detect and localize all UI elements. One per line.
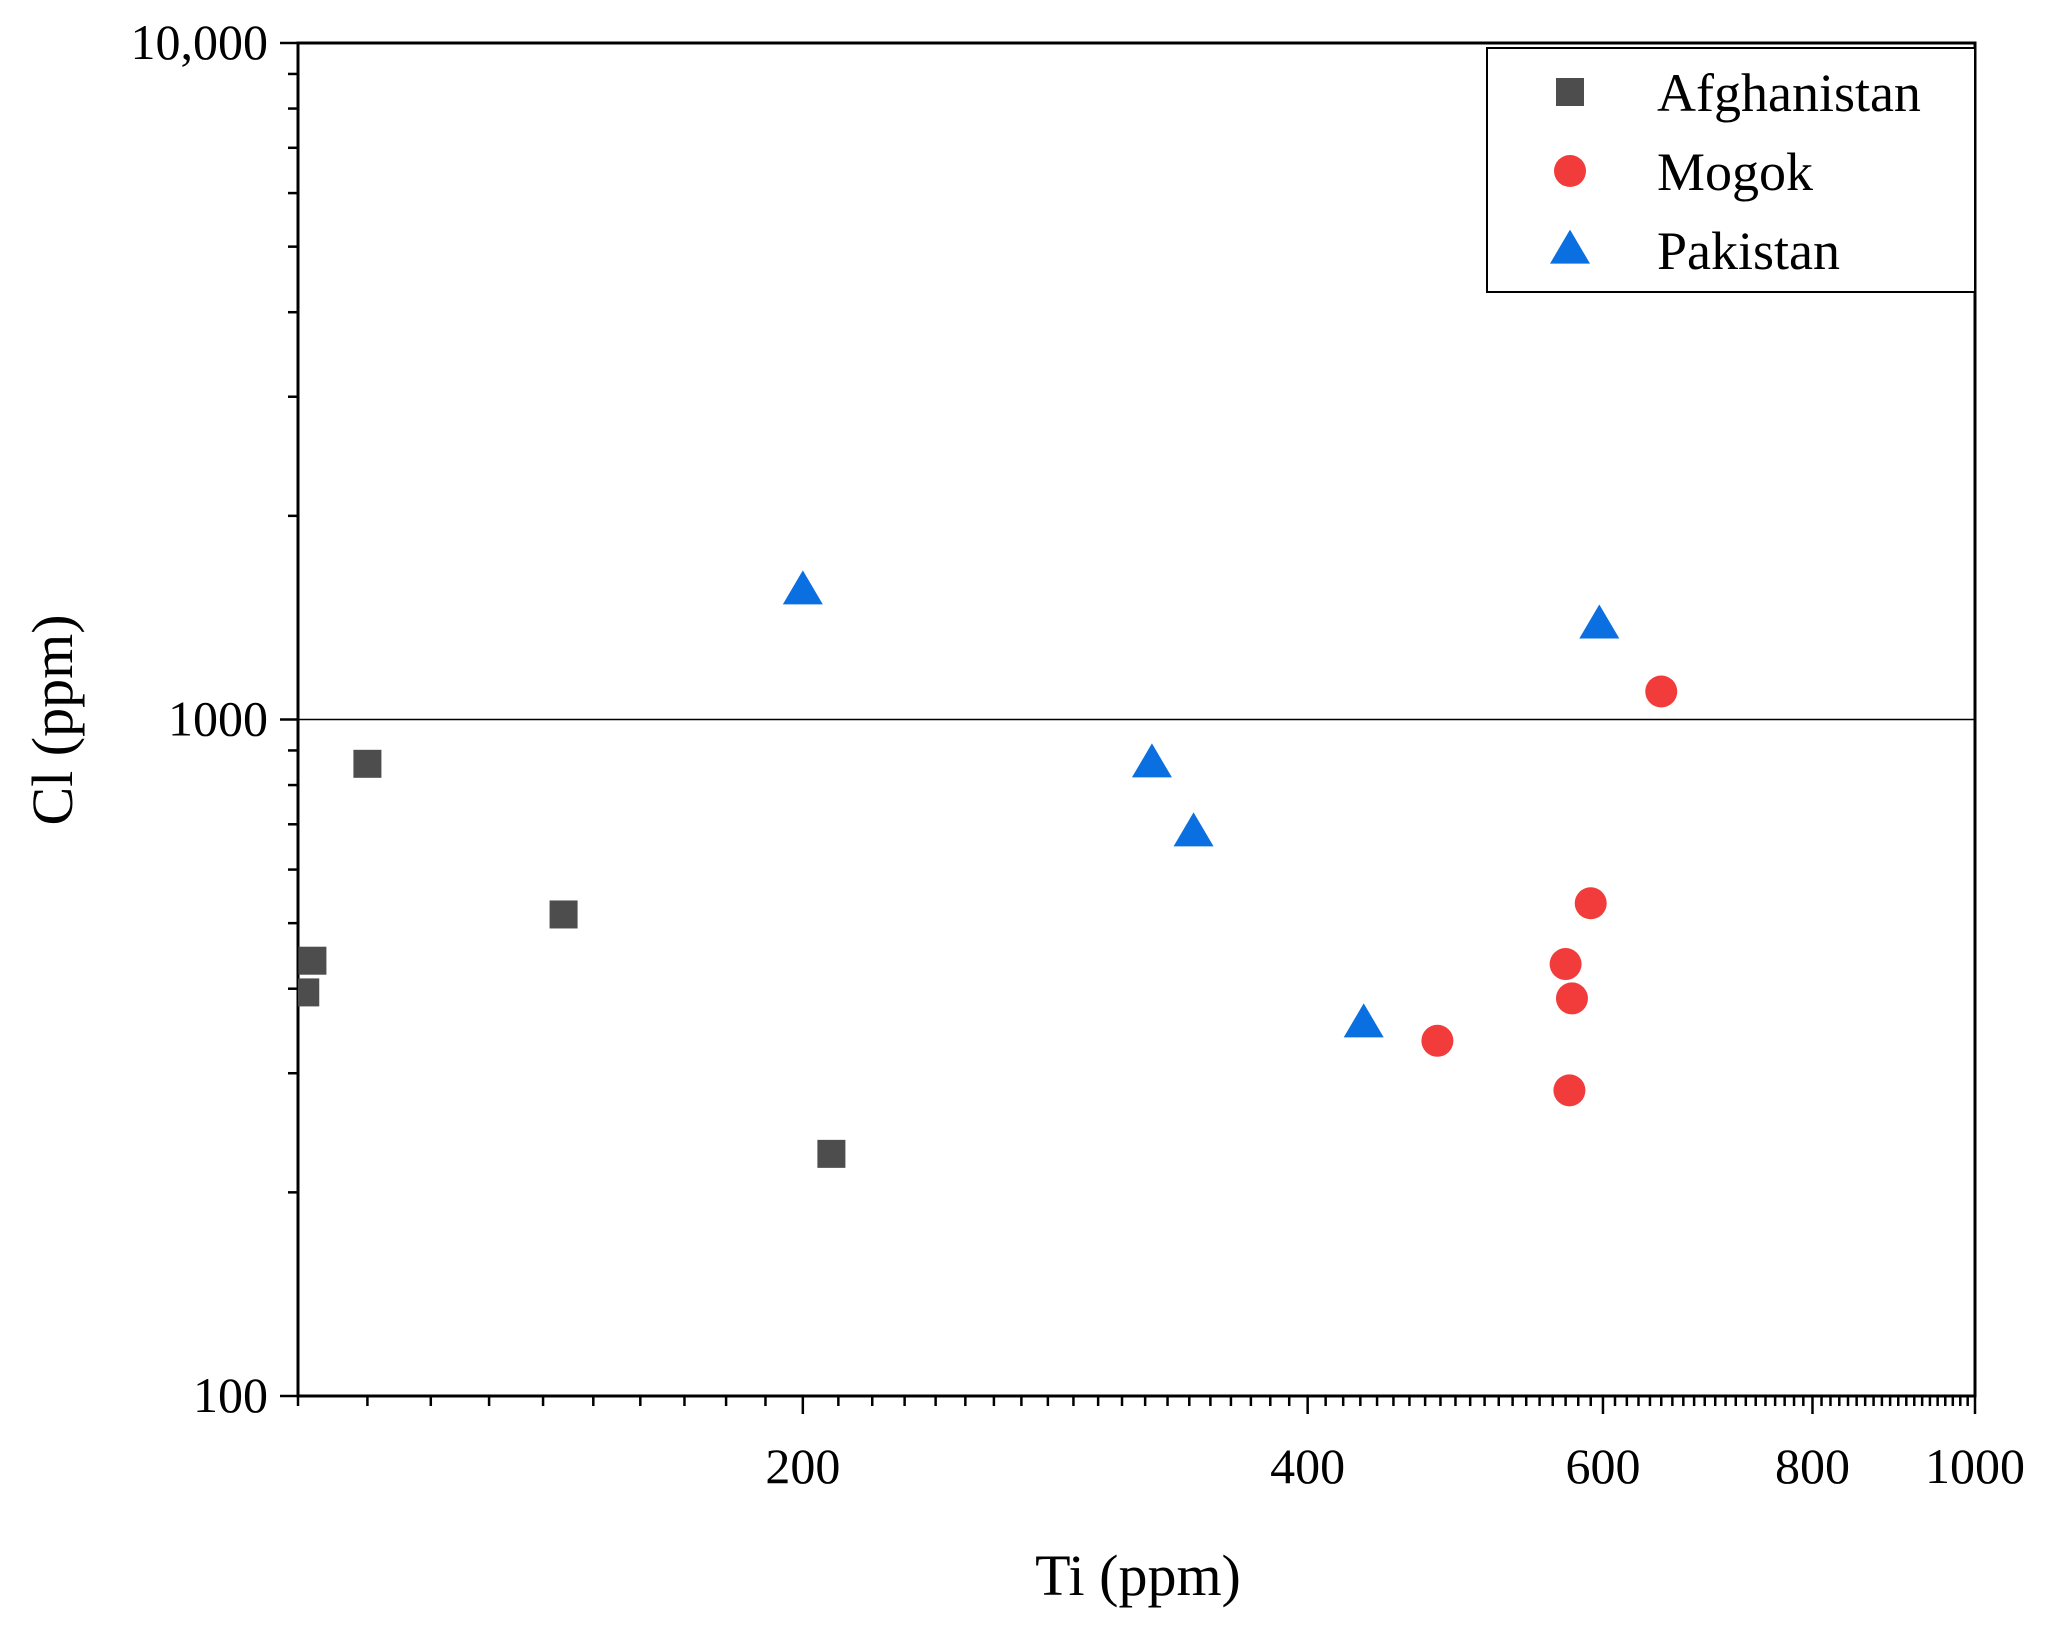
y-tick-label: 100 — [193, 1367, 268, 1423]
legend-label-pakistan: Pakistan — [1657, 221, 1840, 281]
x-tick-label: 400 — [1270, 1438, 1345, 1494]
point-afghanistan — [298, 946, 327, 975]
point-afghanistan — [817, 1139, 846, 1168]
y-axis-label: Cl (ppm) — [20, 614, 85, 825]
point-pakistan — [782, 570, 823, 605]
legend-marker-pakistan — [1550, 229, 1590, 264]
data-points — [298, 570, 1678, 1168]
y-axis-ticks: 100 1000 10,000 — [131, 14, 298, 1423]
legend-marker-afghanistan — [1556, 78, 1584, 106]
legend: Afghanistan Mogok Pakistan — [1486, 47, 1976, 293]
y-tick-label: 10,000 — [131, 14, 269, 70]
point-mogok — [1555, 982, 1588, 1015]
point-afghanistan — [549, 900, 578, 929]
legend-label-mogok: Mogok — [1657, 142, 1813, 202]
point-mogok — [1421, 1024, 1454, 1057]
point-afghanistan — [298, 978, 320, 1007]
point-pakistan — [1131, 743, 1172, 778]
x-tick-label: 1000 — [1925, 1438, 2025, 1494]
x-tick-label: 200 — [765, 1438, 840, 1494]
y-tick-label: 1000 — [168, 691, 268, 747]
point-pakistan — [1579, 604, 1620, 639]
legend-marker-mogok — [1554, 155, 1586, 187]
plot-frame — [296, 41, 1977, 1398]
point-mogok — [1574, 887, 1607, 920]
point-mogok — [1645, 675, 1678, 708]
legend-label-afghanistan: Afghanistan — [1657, 63, 1921, 123]
x-tick-label: 600 — [1565, 1438, 1640, 1494]
point-mogok — [1553, 1074, 1586, 1107]
x-axis-label: Ti (ppm) — [1035, 1543, 1241, 1608]
point-pakistan — [1173, 812, 1214, 847]
x-tick-label: 800 — [1775, 1438, 1850, 1494]
point-afghanistan — [353, 749, 382, 778]
point-mogok — [1549, 948, 1582, 981]
point-pakistan — [1343, 1003, 1384, 1038]
x-axis-ticks: 200 400 600 800 1000 — [296, 1396, 2025, 1494]
